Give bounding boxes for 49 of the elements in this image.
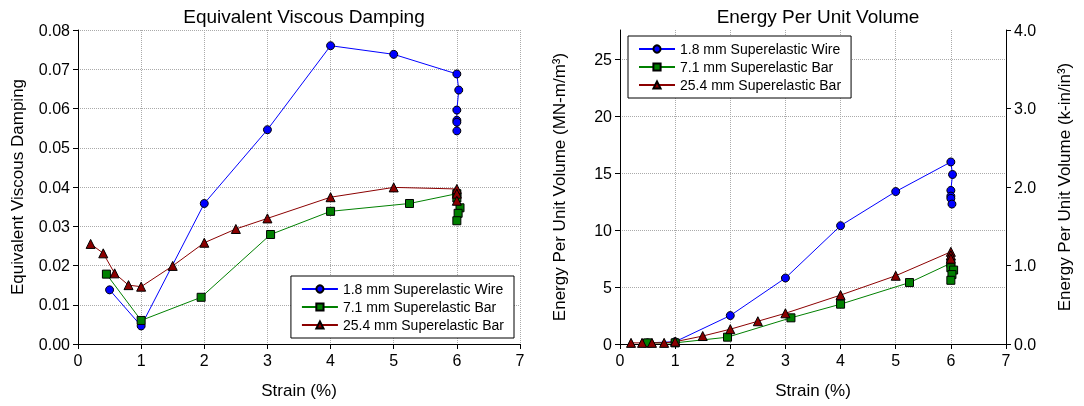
y-tick-label: 0.07 (38, 60, 71, 78)
x-tick-label: 4 (836, 351, 846, 369)
legend-label: 25.4 mm Superelastic Bar (680, 77, 842, 93)
y-tick-label: 0.01 (38, 296, 71, 314)
y-tick-label: 0.06 (38, 100, 71, 117)
x-axis-title: Strain (%) (261, 381, 337, 400)
y2-tick-label: 1.0 (1014, 257, 1037, 274)
y2-axis-title: Energy Per Unit Volume (k-in/in³) (1055, 62, 1074, 312)
x-tick-label: 5 (389, 351, 399, 369)
y-tick-label: 25 (594, 51, 613, 69)
y2-tick-label: 4.0 (1014, 21, 1037, 39)
y-tick-label: 10 (594, 221, 613, 239)
y-tick-label: 0.05 (38, 139, 71, 157)
legend-label: 7.1 mm Superelastic Bar (680, 59, 834, 75)
y-tick-label: 0.00 (38, 335, 71, 353)
x-tick-label: 6 (946, 351, 956, 369)
y-tick-label: 0.08 (38, 21, 71, 39)
x-tick-label: 7 (515, 351, 525, 369)
x-tick-label: 7 (1001, 351, 1011, 369)
y-axis-title: Equivalent Viscous Damping (8, 78, 27, 296)
y-tick-label: 5 (603, 278, 613, 296)
x-tick-label: 5 (891, 351, 901, 369)
x-tick-label: 2 (199, 351, 209, 369)
x-tick-label: 0 (73, 351, 83, 369)
x-tick-label: 3 (262, 351, 272, 369)
y-tick-label: 0.02 (38, 257, 71, 274)
legend-label: 1.8 mm Superelastic Wire (342, 281, 504, 297)
x-tick-label: 6 (452, 351, 462, 369)
x-tick-label: 1 (670, 351, 680, 369)
x-tick-label: 3 (780, 351, 790, 369)
x-axis-title: Strain (%) (775, 381, 851, 400)
y-tick-label: 15 (594, 164, 613, 182)
y2-tick-label: 3.0 (1014, 100, 1037, 117)
y-tick-label: 0 (603, 335, 613, 353)
x-tick-label: 4 (326, 351, 336, 369)
y-axis-title: Energy Per Unit Volume (MN-m/m³) (550, 52, 569, 322)
legend-label: 1.8 mm Superelastic Wire (680, 41, 841, 57)
y-tick-label: 20 (594, 107, 613, 125)
chart-title: Energy Per Unit Volume (716, 6, 920, 27)
legend-label: 7.1 mm Superelastic Bar (342, 299, 497, 315)
x-tick-label: 1 (136, 351, 146, 369)
y-tick-label: 0.04 (38, 178, 71, 196)
x-tick-label: 2 (725, 351, 735, 369)
chart-title: Equivalent Viscous Damping (183, 6, 425, 27)
legend-label: 25.4 mm Superelastic Bar (342, 317, 505, 333)
y-tick-label: 0.03 (38, 217, 71, 235)
y2-tick-label: 0.0 (1014, 335, 1037, 353)
y2-tick-label: 2.0 (1014, 178, 1037, 196)
x-tick-label: 0 (615, 351, 625, 369)
